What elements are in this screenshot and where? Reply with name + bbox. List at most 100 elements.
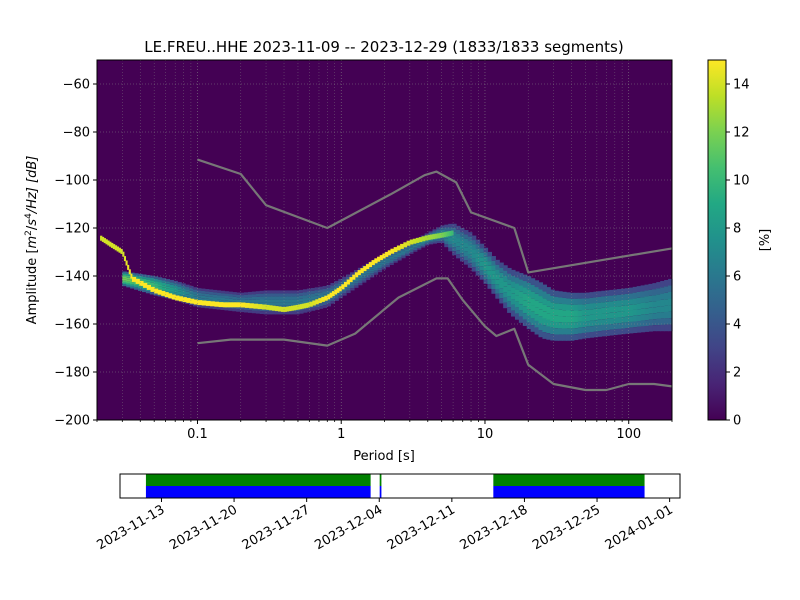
band-cell — [577, 316, 583, 322]
band-cell — [648, 313, 653, 320]
band-cell — [550, 308, 555, 316]
band-cell — [247, 307, 253, 311]
band-cell — [350, 285, 355, 289]
x-tick-label: 0.1 — [187, 427, 208, 442]
band-cell — [208, 294, 214, 297]
band-cell — [334, 295, 339, 299]
band-cell — [624, 293, 630, 300]
band-cell — [244, 299, 249, 303]
mode-cell — [312, 300, 316, 306]
band-cell — [255, 310, 261, 314]
band-cell — [558, 309, 563, 317]
band-cell — [153, 278, 159, 282]
band-cell — [424, 242, 430, 244]
band-cell — [330, 295, 335, 299]
band-cell — [589, 303, 595, 310]
band-cell — [149, 285, 155, 288]
timeline-ticks: 2023-11-13 2023-11-20 2023-11-27 2023-12-04… — [95, 498, 676, 553]
mode-cell — [363, 266, 367, 272]
band-cell — [518, 291, 524, 298]
band-cell — [302, 298, 308, 301]
band-cell — [656, 300, 661, 307]
band-cell — [302, 292, 308, 296]
band-cell — [609, 329, 614, 336]
band-cell — [463, 238, 469, 244]
band-cell — [291, 290, 296, 294]
band-cell — [530, 311, 536, 319]
band-cell — [526, 315, 532, 323]
band-cell — [652, 307, 657, 314]
band-cell — [318, 303, 324, 307]
band-cell — [624, 311, 630, 317]
band-cell — [200, 295, 206, 299]
band-cell — [212, 297, 218, 300]
band-cell — [609, 307, 614, 313]
band-cell — [244, 307, 249, 310]
band-cell — [412, 248, 418, 251]
y-tick-label: −200 — [54, 414, 90, 429]
band-cell — [660, 281, 665, 288]
band-cell — [334, 285, 339, 289]
band-cell — [526, 309, 532, 316]
mode-cell — [214, 301, 220, 307]
band-cell — [240, 295, 245, 298]
band-cell — [589, 297, 595, 304]
band-cell — [522, 293, 528, 301]
band-cell — [157, 279, 163, 283]
band-cell — [322, 288, 328, 292]
band-cell — [511, 293, 516, 300]
band-cell — [652, 283, 657, 290]
band-cell — [589, 292, 595, 298]
timeline-tick-label: 2024-01-01 — [603, 502, 676, 553]
band-cell — [169, 287, 174, 290]
band-cell — [330, 285, 335, 289]
band-cell — [134, 277, 139, 280]
band-cell — [444, 224, 449, 228]
band-cell — [624, 322, 630, 329]
mode-cell — [382, 253, 386, 259]
band-cell — [609, 289, 614, 296]
band-cell — [562, 316, 567, 323]
band-cell — [467, 245, 473, 250]
band-cell — [267, 299, 273, 303]
band-cell — [562, 328, 567, 335]
band-cell — [338, 283, 343, 287]
band-cell — [613, 289, 618, 296]
band-cell — [463, 260, 469, 265]
band-cell — [550, 302, 555, 309]
mode-cell — [288, 306, 292, 312]
band-cell — [397, 252, 402, 254]
mode-cell — [293, 305, 297, 311]
band-cell — [640, 291, 646, 298]
band-cell — [428, 231, 434, 233]
band-cell — [251, 299, 257, 303]
mode-cell — [150, 286, 155, 292]
band-cell — [181, 295, 186, 298]
band-cell — [401, 248, 406, 251]
band-cell — [377, 260, 383, 263]
band-cell — [648, 307, 653, 314]
band-cell — [456, 225, 461, 230]
band-cell — [499, 288, 504, 294]
band-cell — [491, 265, 496, 271]
band-cell — [428, 241, 434, 243]
band-cell — [581, 315, 587, 322]
band-cell — [338, 295, 343, 299]
band-cell — [385, 263, 390, 266]
timeline-tick-label: 2023-12-18 — [458, 502, 531, 553]
grid — [96, 60, 673, 421]
band-cell — [283, 311, 288, 315]
band-cell — [393, 252, 398, 255]
band-cell — [503, 302, 508, 309]
band-cell — [558, 297, 563, 304]
mode-cell — [278, 306, 282, 312]
band-cell — [518, 279, 524, 286]
timeline-tick-label: 2023-11-20 — [167, 502, 240, 553]
mode-cell — [249, 303, 254, 309]
band-cell — [511, 287, 516, 294]
band-cell — [200, 290, 206, 294]
band-cell — [318, 295, 324, 298]
band-cell — [216, 299, 222, 303]
band-cell — [440, 238, 445, 241]
band-cell — [153, 276, 159, 279]
